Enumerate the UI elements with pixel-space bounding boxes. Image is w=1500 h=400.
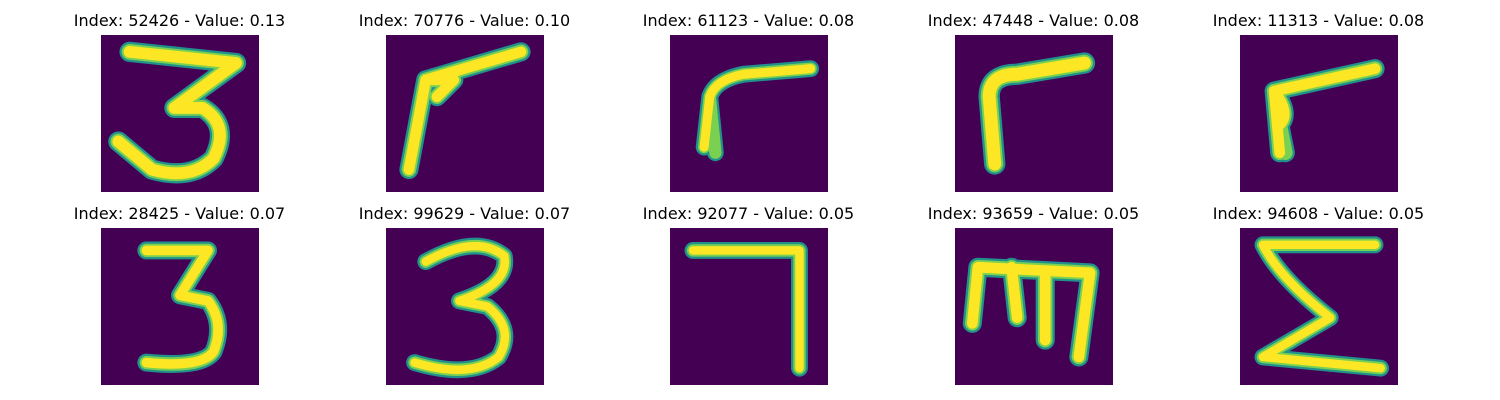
panel-8: Index: 92077 - Value: 0.05 [606,193,891,385]
panel-1: Index: 52426 - Value: 0.13 [37,0,322,192]
digit-glyph-gamma [695,60,819,162]
digit-glyph-gamma-thick [977,52,1095,175]
digit-glyph-sigma [1254,236,1389,377]
panel-title: Index: 28425 - Value: 0.07 [73,204,286,223]
panel-9: Index: 93659 - Value: 0.05 [891,193,1176,385]
digit-image [1239,35,1398,192]
digit-glyph-3-tall [136,241,227,373]
digit-image [385,228,544,385]
digit-glyph-flag [398,42,531,180]
panel-6: Index: 28425 - Value: 0.07 [37,193,322,385]
panel-title: Index: 11313 - Value: 0.08 [1212,11,1425,30]
panel-4: Index: 47448 - Value: 0.08 [891,0,1176,192]
digit-image [954,228,1113,385]
panel-title: Index: 61123 - Value: 0.08 [642,11,855,30]
digit-glyph-gamma-short [1264,59,1385,163]
panel-title: Index: 93659 - Value: 0.05 [927,204,1140,223]
panel-title: Index: 99629 - Value: 0.07 [358,204,571,223]
digit-glyph-3-wide [107,41,246,184]
digit-image [100,35,259,192]
digit-image [669,35,828,192]
digit-image [954,35,1113,192]
digit-image [669,228,828,385]
digit-glyph-m-comb [962,257,1100,367]
panel-7: Index: 99629 - Value: 0.07 [322,193,607,385]
panel-5: Index: 11313 - Value: 0.08 [1176,0,1461,192]
panel-title: Index: 70776 - Value: 0.10 [358,11,571,30]
panel-title: Index: 52426 - Value: 0.13 [73,11,286,30]
panel-2: Index: 70776 - Value: 0.10 [322,0,607,192]
panel-title: Index: 94608 - Value: 0.05 [1212,204,1425,223]
digit-glyph-3-round [405,237,513,379]
panel-title: Index: 92077 - Value: 0.05 [642,204,855,223]
digit-image [385,35,544,192]
panel-10: Index: 94608 - Value: 0.05 [1176,193,1461,385]
panel-title: Index: 47448 - Value: 0.08 [927,11,1140,30]
digit-image [100,228,259,385]
digit-glyph-7 [684,242,808,377]
digit-image [1239,228,1398,385]
panel-3: Index: 61123 - Value: 0.08 [606,0,891,192]
